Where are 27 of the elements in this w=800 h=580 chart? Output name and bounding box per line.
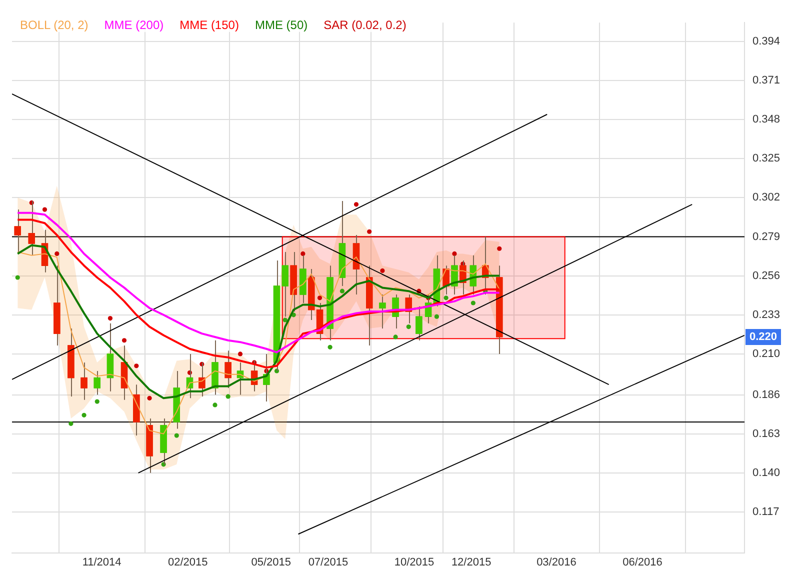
x-tick-label: 11/2014	[82, 556, 122, 568]
y-tick-label: 0.371	[752, 74, 780, 86]
y-tick-label: 0.210	[752, 348, 780, 360]
x-tick-label: 10/2015	[394, 556, 434, 568]
x-tick-label: 02/2015	[168, 556, 208, 568]
text: MME (150)	[180, 18, 239, 32]
y-tick-label: 0.325	[752, 152, 780, 165]
text: MME (50)	[254, 18, 308, 32]
x-tick-label: 07/2015	[308, 556, 348, 568]
x-tick-label: 05/2015	[251, 556, 292, 568]
y-tick-label: 0.394	[752, 35, 780, 48]
y-tick-label: 0.233	[752, 308, 780, 321]
y-tick-label: 0.256	[752, 270, 780, 282]
text: BOLL (20, 2)	[20, 18, 88, 32]
y-tick-label: 0.279	[752, 230, 780, 243]
x-tick-label: 03/2016	[536, 556, 576, 568]
annotation: 0.220	[749, 331, 778, 344]
y-tick-label: 0.348	[752, 113, 780, 126]
x-tick-label: 12/2015	[451, 556, 492, 568]
x-tick-label: 06/2016	[622, 556, 662, 568]
y-tick-label: 0.117	[752, 506, 780, 518]
y-tick-label: 0.163	[752, 428, 780, 440]
text: SAR (0.02, 0.2)	[324, 18, 406, 32]
y-tick-label: 0.186	[752, 388, 780, 401]
y-tick-label: 0.302	[752, 192, 780, 204]
text: MME (200)	[104, 18, 164, 32]
y-tick-label: 0.140	[752, 466, 780, 479]
